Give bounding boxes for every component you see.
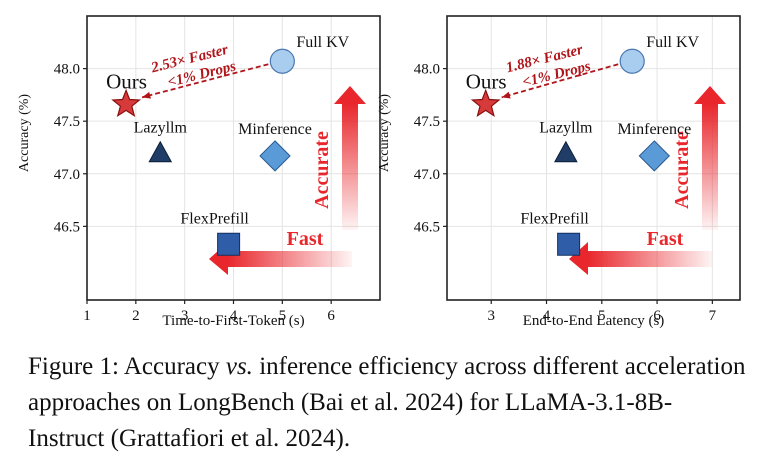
figure: 1 2 3 4 5 6 46.5 47.0 47.5 48.0 Time-to-First-Toke… — [17, 15, 741, 329]
accurate-label: Accurate — [311, 131, 333, 209]
point-ours — [111, 88, 141, 118]
fast-label: Fast — [287, 228, 324, 250]
speedup-arrow-line — [141, 63, 269, 99]
point-full-kv — [269, 48, 295, 74]
caption-rest: inference efficiency across different ac… — [28, 353, 746, 452]
point-full-kv — [619, 48, 645, 74]
y-axis-label: Accuracy (%) — [17, 94, 32, 172]
x-tick-label: 7 — [709, 308, 717, 324]
point-label-minference: Minference — [238, 121, 312, 138]
y-axis-label: Accuracy (%) — [377, 94, 392, 172]
speedup-annotation: 1.88× Faster<1% Drops — [504, 41, 592, 94]
speedup-arrow-head — [501, 91, 511, 99]
y-tick-label: 48.0 — [414, 62, 440, 78]
point-flexprefill — [217, 232, 241, 256]
x-tick-label: 2 — [132, 308, 140, 324]
x-tick-label: 1 — [83, 308, 91, 324]
accurate-arrow-head — [694, 86, 726, 104]
caption-prefix: Figure 1: Accuracy — [28, 353, 226, 380]
point-minference — [638, 140, 671, 172]
point-flexprefill — [557, 232, 581, 256]
point-label-ours: Ours — [106, 69, 147, 93]
x-tick-label: 5 — [598, 308, 606, 324]
speedup-annotation: 2.53× Faster<1% Drops — [149, 41, 238, 94]
y-tick-label: 46.5 — [414, 219, 440, 235]
x-tick-label: 6 — [653, 308, 661, 324]
fast-arrow-shaft — [227, 251, 352, 267]
point-label-lazyllm: Lazyllm — [134, 120, 188, 137]
point-label-full-kv: Full KV — [296, 34, 349, 51]
caption-emphasis: vs. — [225, 353, 253, 380]
accurate-label: Accurate — [671, 131, 693, 209]
x-tick-label: 6 — [327, 308, 335, 324]
x-tick-label: 4 — [543, 308, 551, 324]
x-tick-label: 5 — [279, 308, 287, 324]
point-label-lazyllm: Lazyllm — [539, 120, 593, 137]
point-label-full-kv: Full KV — [646, 34, 699, 51]
y-tick-label: 46.5 — [54, 219, 80, 235]
x-tick-label: 3 — [181, 308, 189, 324]
fast-arrow-head — [569, 242, 588, 275]
x-axis-label: Time-to-First-Token (s) — [162, 313, 304, 329]
point-minference — [259, 140, 291, 172]
y-tick-label: 47.5 — [414, 114, 440, 130]
point-label-ours: Ours — [466, 69, 507, 93]
figure-caption: Figure 1: Accuracy vs. inference efficie… — [28, 349, 748, 457]
accurate-arrow-shaft — [342, 103, 358, 230]
y-tick-label: 47.0 — [54, 167, 80, 183]
x-tick-label: 4 — [230, 308, 238, 324]
accurate-arrow-head — [334, 86, 366, 104]
y-tick-label: 47.5 — [54, 114, 80, 130]
x-axis-label: End-to-End Latency (s) — [523, 313, 665, 329]
panel-1: 1 2 3 4 5 6 46.5 47.0 47.5 48.0 Time-to-First-Toke… — [17, 15, 381, 329]
point-label-flexprefill: FlexPrefill — [520, 210, 589, 227]
point-label-minference: Minference — [617, 121, 691, 138]
fast-arrow-shaft — [587, 251, 712, 267]
fast-label: Fast — [647, 228, 684, 250]
point-lazyllm — [148, 140, 173, 163]
y-tick-label: 48.0 — [54, 62, 80, 78]
point-label-flexprefill: FlexPrefill — [180, 210, 249, 227]
speedup-arrow-line — [501, 63, 619, 99]
x-tick-label: 3 — [487, 308, 495, 324]
point-lazyllm — [554, 140, 578, 163]
speedup-arrow-head — [142, 91, 151, 99]
panel-2: 3 4 5 6 7 46.5 47.0 47.5 48.0 End-to-End Latency … — [377, 15, 741, 329]
point-ours — [470, 88, 501, 118]
plot-frame — [446, 15, 741, 301]
accurate-arrow-shaft — [702, 103, 718, 230]
y-tick-label: 47.0 — [414, 167, 440, 183]
